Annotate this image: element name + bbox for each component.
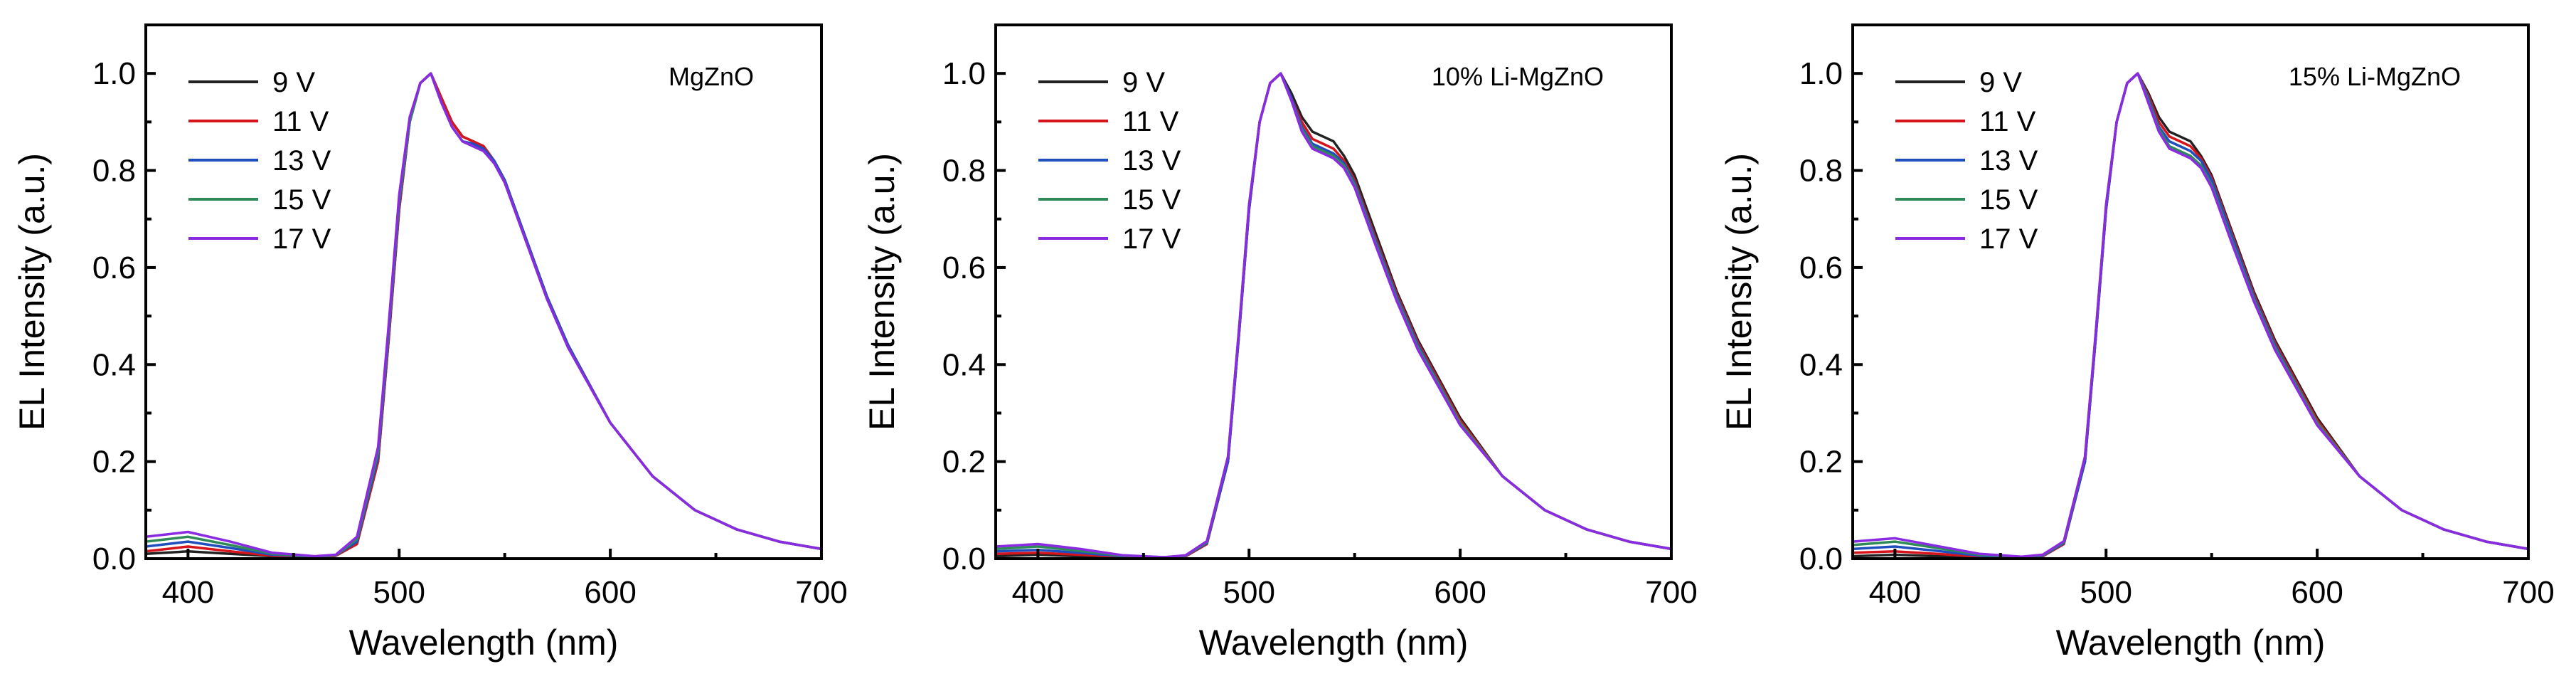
legend: 9 V 11 V 13 V 15 V 17 V: [1038, 67, 1181, 255]
x-tick-label: 500: [1223, 575, 1275, 610]
x-tick-label: 600: [584, 575, 636, 610]
y-tick-label: 0.6: [92, 250, 136, 285]
legend-label: 11 V: [1979, 106, 2036, 137]
x-tick-label: 400: [1012, 575, 1064, 610]
legend-label: 15 V: [1979, 184, 2038, 216]
x-tick-label: 500: [373, 575, 425, 610]
legend: 9 V 11 V 13 V 15 V 17 V: [188, 67, 331, 255]
legend-label: 15 V: [1122, 184, 1181, 216]
y-tick-label: 0.4: [1799, 347, 1843, 382]
x-axis-label: Wavelength (nm): [2056, 623, 2326, 663]
y-tick-label: 0.6: [942, 250, 986, 285]
chart-panel-3: 400 500 600 700 0.0 0.2 0.4 0.6 0.8 1.0 Wavelength…: [1719, 23, 2555, 663]
chart-panel-1: 400 500 600 700 0.0 0.2 0.4 0.6 0.8 1.0 Wavelength…: [12, 23, 848, 663]
series-line-17v: [1852, 72, 2529, 559]
x-tick-label: 700: [1645, 575, 1697, 610]
y-axis-label: EL Intensity (a.u.): [1719, 153, 1759, 431]
legend-label: 9 V: [272, 67, 315, 98]
y-tick-label: 0.6: [1799, 250, 1843, 285]
y-axis-label: EL Intensity (a.u.): [12, 153, 52, 431]
legend: 9 V 11 V 13 V 15 V 17 V: [1895, 67, 2038, 255]
panel-title: 10% Li-MgZnO: [1432, 62, 1604, 91]
y-tick-label: 1.0: [92, 56, 136, 91]
panel-title: MgZnO: [669, 62, 754, 91]
y-tick-label: 0.0: [1799, 542, 1843, 576]
y-tick-label: 0.2: [92, 445, 136, 480]
y-tick-label: 0.8: [92, 154, 136, 189]
series-line-17v: [145, 72, 822, 558]
y-tick-label: 0.4: [942, 347, 986, 382]
y-tick-label: 0.2: [942, 445, 986, 480]
legend-label: 13 V: [1979, 145, 2038, 176]
y-tick-label: 0.0: [92, 542, 136, 576]
legend-label: 11 V: [272, 106, 329, 137]
series-line-11v: [995, 72, 1672, 559]
y-tick-label: 1.0: [1799, 56, 1843, 91]
x-tick-label: 400: [162, 575, 214, 610]
y-tick-label: 0.2: [1799, 445, 1843, 480]
y-axis-label: EL Intensity (a.u.): [862, 153, 902, 431]
x-axis-label: Wavelength (nm): [349, 623, 619, 663]
x-tick-label: 600: [1434, 575, 1486, 610]
x-tick-label: 600: [2291, 575, 2343, 610]
y-tick-label: 1.0: [942, 56, 986, 91]
x-axis-label: Wavelength (nm): [1199, 623, 1469, 663]
series-line-13v: [995, 72, 1672, 559]
y-tick-label: 0.0: [942, 542, 986, 576]
series-line-9v: [995, 72, 1672, 559]
plot-frame: [994, 23, 1673, 560]
series-line-11v: [145, 72, 822, 559]
plot-frame: [144, 23, 823, 560]
series-line-15v: [995, 72, 1672, 559]
x-tick-label: 500: [2080, 575, 2132, 610]
y-tick-label: 0.4: [92, 347, 136, 382]
y-tick-label: 0.8: [942, 154, 986, 189]
legend-label: 11 V: [1122, 106, 1179, 137]
y-tick-label: 0.8: [1799, 154, 1843, 189]
legend-label: 17 V: [1122, 223, 1181, 255]
plot-frame: [1851, 23, 2530, 560]
series-line-11v: [1852, 72, 2529, 559]
x-tick-label: 400: [1869, 575, 1921, 610]
series-line-17v: [995, 72, 1672, 559]
legend-label: 13 V: [1122, 145, 1181, 176]
chart-panel-2: 400 500 600 700 0.0 0.2 0.4 0.6 0.8 1.0 Wavelength…: [862, 23, 1698, 663]
legend-label: 9 V: [1979, 67, 2022, 98]
x-tick-label: 700: [2502, 575, 2554, 610]
legend-label: 9 V: [1122, 67, 1165, 98]
legend-label: 17 V: [272, 223, 331, 255]
legend-label: 17 V: [1979, 223, 2038, 255]
legend-label: 15 V: [272, 184, 331, 216]
panel-title: 15% Li-MgZnO: [2289, 62, 2461, 91]
legend-label: 13 V: [272, 145, 331, 176]
x-tick-label: 700: [795, 575, 847, 610]
